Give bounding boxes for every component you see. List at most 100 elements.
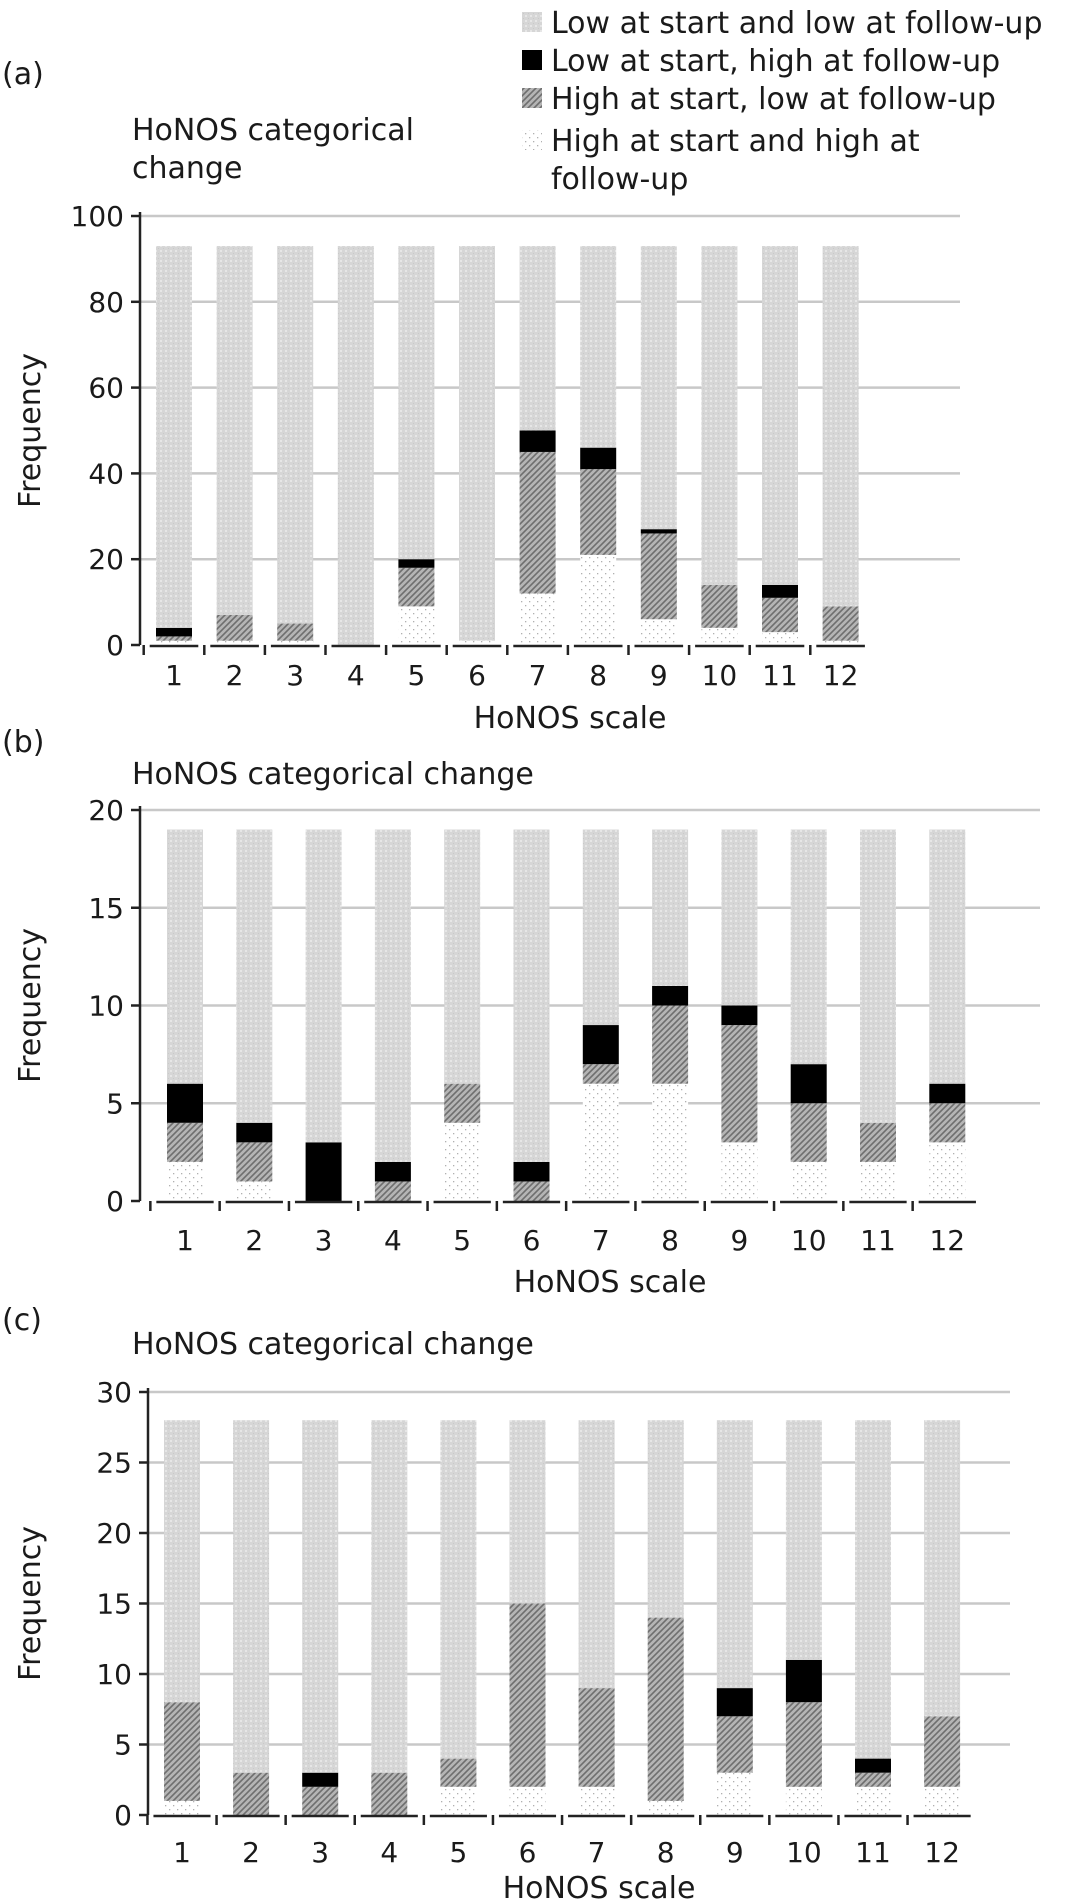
- bar-segment-high-high: [236, 1181, 273, 1201]
- bar-segment-low-low: [277, 246, 314, 624]
- bar-segment-low-high: [374, 1161, 411, 1182]
- bar-segment-low-low: [701, 246, 738, 585]
- bar-segment-low-high: [580, 447, 617, 470]
- bar-segment-high-high: [647, 1800, 684, 1815]
- bar-segment-high-high: [440, 1786, 477, 1815]
- bar-segment-low-low: [236, 829, 273, 1123]
- bar-segment-high-low: [716, 1716, 753, 1773]
- chart-title-line: HoNOS categorical change: [132, 1327, 534, 1362]
- bar-segment-low-low: [164, 1420, 200, 1703]
- bar-segment-high-low: [519, 451, 556, 594]
- bar-segment-low-low: [509, 1420, 546, 1604]
- x-tick-label: 10: [702, 659, 738, 692]
- y-tick-label: 30: [96, 1376, 132, 1409]
- x-tick-label: 12: [823, 659, 859, 692]
- y-tick-label: 0: [106, 1185, 124, 1218]
- bar-segment-high-low: [509, 1603, 546, 1787]
- x-tick-label: 9: [726, 1836, 744, 1869]
- bar-segment-low-low: [652, 829, 689, 986]
- bar-segment-low-high: [652, 985, 689, 1006]
- legend-label-low-high: Low at start, high at follow-up: [551, 44, 1000, 79]
- bar-segment-low-low: [640, 246, 677, 530]
- bar-segment-high-low: [216, 614, 253, 641]
- x-tick-label: 3: [286, 659, 304, 692]
- chart-title-line: change: [132, 151, 242, 186]
- bar-segment-low-high: [716, 1688, 753, 1717]
- bar-segment-high-low: [374, 1181, 411, 1201]
- x-axis-label: HoNOS scale: [503, 1871, 696, 1904]
- chart-title: HoNOS categorical change: [132, 1327, 534, 1362]
- bar-segment-high-low: [822, 606, 859, 641]
- y-tick-label: 25: [96, 1447, 132, 1480]
- bar-segment-low-low: [790, 829, 827, 1065]
- x-tick-label: 2: [245, 1224, 263, 1257]
- x-tick-label: 8: [661, 1224, 679, 1257]
- bar-segment-high-high: [701, 627, 738, 645]
- bar-segment-high-low: [855, 1772, 891, 1787]
- bar-segment-low-low: [440, 1420, 477, 1759]
- bar-segment-high-low: [929, 1103, 966, 1143]
- legend-swatch-low-low: [522, 12, 542, 32]
- y-tick-label: 40: [88, 457, 124, 490]
- bar-segment-high-high: [762, 632, 798, 645]
- y-tick-label: 20: [88, 543, 124, 576]
- panel-letter: (a): [2, 57, 44, 92]
- bar-segment-high-low: [640, 533, 677, 620]
- bar-segment-high-high: [444, 1122, 481, 1201]
- x-tick-label: 6: [519, 1836, 537, 1869]
- y-tick-label: 100: [71, 200, 124, 233]
- bar-segment-high-low: [444, 1083, 481, 1123]
- bar-segment-high-low: [580, 469, 617, 555]
- y-tick-label: 5: [114, 1729, 132, 1762]
- bar-segment-high-low: [701, 584, 738, 628]
- legend-label-low-low: Low at start and low at follow-up: [551, 6, 1042, 41]
- bar-segment-low-high: [785, 1659, 822, 1703]
- bar-segment-low-low: [822, 246, 859, 607]
- x-tick-label: 10: [791, 1224, 827, 1257]
- bar-segment-high-high: [578, 1786, 615, 1815]
- y-tick-label: 80: [88, 286, 124, 319]
- bar-segment-low-high: [640, 529, 677, 534]
- x-tick-label: 1: [176, 1224, 194, 1257]
- bar-segment-high-high: [216, 640, 253, 645]
- y-tick-label: 20: [96, 1517, 132, 1550]
- bar-segment-low-high: [790, 1064, 827, 1104]
- x-tick-label: 11: [855, 1836, 891, 1869]
- y-tick-label: 0: [114, 1799, 132, 1832]
- bar-segment-low-low: [459, 246, 495, 641]
- x-tick-label: 9: [730, 1224, 748, 1257]
- y-axis-label: Frequency: [13, 1526, 48, 1681]
- y-tick-label: 5: [106, 1087, 124, 1120]
- bar-segment-high-low: [721, 1025, 758, 1143]
- bar-segment-high-low: [582, 1064, 619, 1084]
- bar-segment-low-low: [216, 246, 253, 615]
- bar-segment-low-high: [305, 1142, 342, 1201]
- bar-segment-low-high: [302, 1772, 339, 1787]
- x-tick-label: 2: [226, 659, 244, 692]
- bar-segment-low-high: [519, 430, 556, 452]
- panel-letter: (c): [2, 1303, 42, 1338]
- bar-segment-low-low: [371, 1420, 408, 1773]
- bar-segment-low-low: [305, 829, 342, 1143]
- y-tick-label: 15: [88, 892, 124, 925]
- y-tick-label: 20: [88, 794, 124, 827]
- bar-segment-high-low: [167, 1122, 203, 1162]
- x-tick-label: 7: [592, 1224, 610, 1257]
- x-tick-label: 3: [311, 1836, 329, 1869]
- bar-segment-low-low: [580, 246, 617, 448]
- x-tick-label: 9: [650, 659, 668, 692]
- x-tick-label: 5: [449, 1836, 467, 1869]
- bar-segment-high-high: [785, 1786, 822, 1815]
- bar-segment-low-high: [167, 1083, 203, 1123]
- x-tick-label: 6: [468, 659, 486, 692]
- bar-segment-low-low: [929, 829, 966, 1084]
- y-axis-label: Frequency: [13, 928, 48, 1083]
- x-tick-label: 5: [453, 1224, 471, 1257]
- bar-segment-high-high: [398, 606, 435, 645]
- x-tick-label: 4: [380, 1836, 398, 1869]
- legend: Low at start and low at follow-up Low at…: [522, 6, 1042, 197]
- x-tick-label: 12: [929, 1224, 965, 1257]
- bar-segment-high-low: [302, 1786, 339, 1815]
- bar-segment-low-low: [721, 829, 758, 1006]
